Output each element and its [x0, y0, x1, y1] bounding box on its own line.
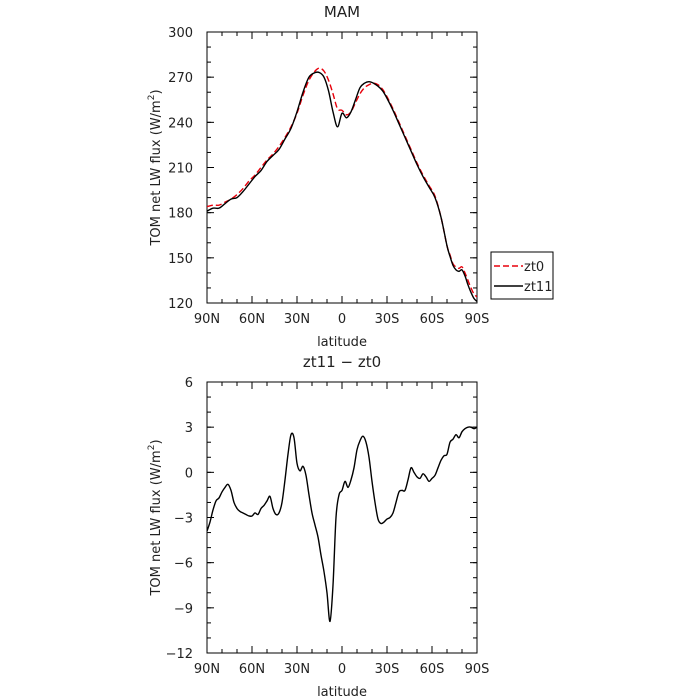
y-tick-label: 150 — [168, 252, 193, 267]
y-tick-label: −3 — [174, 512, 193, 527]
x-tick-label: 60S — [420, 312, 445, 327]
x-tick-label: 30N — [284, 312, 310, 327]
x-tick-label: 30S — [375, 312, 400, 327]
x-tick-label: 60N — [239, 662, 265, 677]
x-tick-label: 90N — [194, 662, 220, 677]
plot-frame — [206, 381, 478, 654]
zt11-series-line — [207, 71, 477, 303]
y-tick-label: 210 — [168, 162, 193, 177]
difference-series-line — [207, 426, 477, 623]
x-tick-label: 60N — [239, 312, 265, 327]
y-tick-label: 270 — [168, 71, 193, 86]
plot-frame — [206, 31, 478, 304]
plot-title: MAM — [324, 3, 360, 21]
y-tick-label: 120 — [168, 297, 193, 312]
x-tick-label: 90S — [465, 662, 490, 677]
x-tick-label: 90N — [194, 312, 220, 327]
x-tick-label: 60S — [420, 662, 445, 677]
legend-label-zt11: zt11 — [524, 280, 552, 295]
x-tick-label: 0 — [338, 312, 346, 327]
x-tick-label: 0 — [338, 662, 346, 677]
zt0-series-line — [207, 67, 477, 298]
y-tick-label: 6 — [185, 376, 193, 391]
y-axis-label: TOM net LW flux (W/m2) — [147, 89, 164, 246]
x-tick-label: 90S — [465, 312, 490, 327]
y-tick-label: −9 — [174, 602, 193, 617]
plot-title: zt11 − zt0 — [303, 353, 381, 371]
y-tick-label: −6 — [174, 557, 193, 572]
legend: zt0 zt11 — [490, 251, 554, 300]
legend-label-zt0: zt0 — [524, 260, 544, 275]
top-panel-mam: MAM 90N 60N 30N 0 30S 60S 90S 120 150 180 210 240 270… — [147, 3, 554, 350]
y-tick-label: −12 — [166, 647, 193, 662]
bottom-panel-difference: zt11 − zt0 90N 60N 30N 0 30S 60S 90S −12 −9 −6 −3 0 3… — [147, 353, 489, 700]
legend-box — [490, 251, 554, 300]
y-axis-label: TOM net LW flux (W/m2) — [147, 439, 164, 596]
x-axis-label: latitude — [317, 335, 367, 350]
y-tick-label: 3 — [185, 421, 193, 436]
x-tick-label: 30S — [375, 662, 400, 677]
x-axis-label: latitude — [317, 685, 367, 700]
y-tick-label: 240 — [168, 116, 193, 131]
x-tick-label: 30N — [284, 662, 310, 677]
y-tick-label: 300 — [168, 26, 193, 41]
y-tick-label: 180 — [168, 207, 193, 222]
y-tick-label: 0 — [185, 466, 193, 481]
